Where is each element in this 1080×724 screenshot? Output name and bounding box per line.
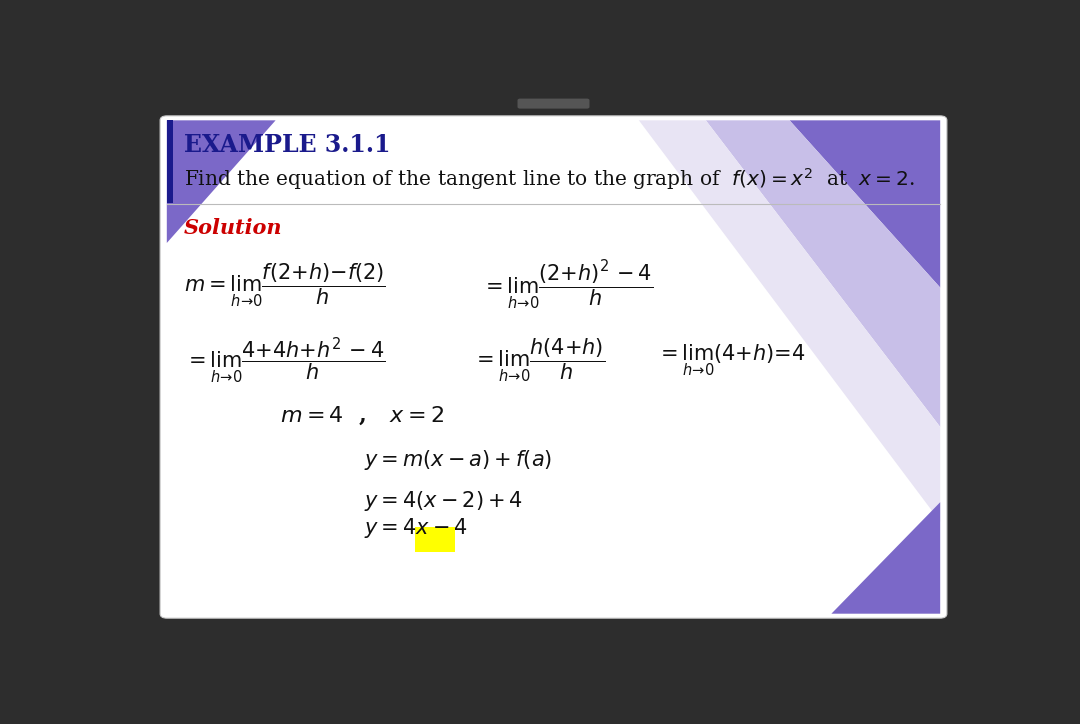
Text: $m=4$  ,   $x=2$: $m=4$ , $x=2$ bbox=[280, 405, 444, 427]
Text: $= \lim_{h\to 0}(4 + h) = 4$: $= \lim_{h\to 0}(4 + h) = 4$ bbox=[657, 342, 806, 378]
FancyBboxPatch shape bbox=[517, 98, 590, 109]
Text: $y = 4x - 4$: $y = 4x - 4$ bbox=[364, 516, 468, 540]
Text: Find the equation of the tangent line to the graph of  $f(x) = x^2$  at  $x = 2$: Find the equation of the tangent line to… bbox=[184, 166, 915, 192]
Polygon shape bbox=[166, 120, 275, 243]
Text: $= \lim_{h\to 0}\dfrac{(2 + h)^2 - 4}{h}$: $= \lim_{h\to 0}\dfrac{(2 + h)^2 - 4}{h}… bbox=[481, 258, 653, 311]
Polygon shape bbox=[832, 502, 941, 614]
Text: $= \lim_{h\to 0}\dfrac{h(4 + h)}{h}$: $= \lim_{h\to 0}\dfrac{h(4 + h)}{h}$ bbox=[472, 336, 606, 384]
Polygon shape bbox=[706, 120, 941, 427]
FancyBboxPatch shape bbox=[166, 120, 173, 203]
Text: $y = 4(x - 2) + 4$: $y = 4(x - 2) + 4$ bbox=[364, 489, 523, 513]
Polygon shape bbox=[639, 120, 941, 522]
Text: EXAMPLE 3.1.1: EXAMPLE 3.1.1 bbox=[184, 132, 390, 156]
Text: $y = m(x - a) + f(a)$: $y = m(x - a) + f(a)$ bbox=[364, 448, 552, 472]
Text: Solution: Solution bbox=[184, 218, 282, 238]
Text: $= \lim_{h\to 0}\dfrac{4 + 4h + h^2 - 4}{h}$: $= \lim_{h\to 0}\dfrac{4 + 4h + h^2 - 4}… bbox=[184, 335, 384, 385]
FancyBboxPatch shape bbox=[415, 527, 455, 552]
Text: $m = \lim_{h\to 0}\dfrac{f(2 + h) - f(2)}{h}$: $m = \lim_{h\to 0}\dfrac{f(2 + h) - f(2)… bbox=[184, 261, 386, 308]
FancyBboxPatch shape bbox=[160, 116, 947, 618]
Polygon shape bbox=[789, 120, 941, 287]
